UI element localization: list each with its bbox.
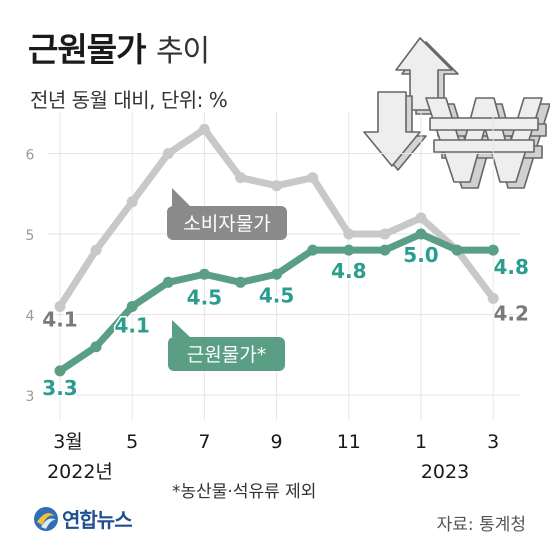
callout-box [167,206,287,240]
legend-callout-cpi: 소비자물가 [167,188,287,240]
data-point [487,292,499,304]
data-label: 4.2 [493,301,528,325]
data-point [343,244,355,256]
yonhap-logo-icon [34,506,58,531]
data-point [487,244,499,256]
y-tick-label: 5 [26,228,35,244]
x-tick-label: 11 [337,431,361,453]
callout-tip [172,320,190,337]
data-point [379,228,391,240]
title-light: 추이 [155,34,210,69]
legend-label: 소비자물가 [183,213,270,235]
data-point [162,148,174,159]
data-label: 5.0 [403,243,438,267]
callout-tip [172,188,190,206]
title-bold: 근원물가 [28,30,146,69]
data-point [54,365,66,377]
data-point [162,276,174,288]
data-point [90,244,102,256]
x-tick-label: 1 [415,431,427,453]
page-title: 근원물가 추이 [28,30,210,72]
legend-callout-core: 근원물가* [168,320,285,371]
data-point [415,228,427,240]
x-tick-label: 7 [198,431,210,453]
data-point [90,341,102,353]
x-tick-label: 9 [271,431,283,453]
x-tick-label: 3월 [53,431,83,453]
data-label: 4.1 [114,313,149,337]
source: 자료: 통계청 [436,515,526,535]
data-point [126,300,138,312]
x-tick-label: 5 [126,431,138,453]
x-tick-label: 3 [487,431,499,453]
legend-label: 근원물가* [187,344,266,366]
data-point [307,244,319,256]
data-point [271,268,283,280]
data-label: 4.5 [187,285,222,309]
data-label: 4.5 [259,283,294,307]
data-point [235,172,246,184]
won-arrows-icon [363,37,550,189]
data-point [198,268,210,280]
data-label: 4.8 [331,259,366,283]
data-point [451,244,463,256]
y-tick-label: 6 [26,148,35,164]
data-point [307,172,319,184]
y-tick-label: 4 [26,309,35,325]
series-layer: 4.1 4.2 3.3 4.1 4.5 4.5 4.8 5.0 4.8 [41,123,530,401]
data-point [379,244,391,256]
logo: 연합뉴스 [32,504,133,533]
x-year-label: 2023 [421,461,469,483]
data-point [271,180,283,192]
subtitle: 전년 동월 대비, 단위: % [30,88,228,112]
data-label: 4.8 [493,255,528,279]
data-point [198,123,210,135]
data-label: 3.3 [42,376,77,400]
series-core: 3.3 4.1 4.5 4.5 4.8 5.0 4.8 [41,228,530,401]
data-point [54,300,66,312]
footnote: *농산물·석유류 제외 [172,482,317,502]
data-point [126,196,138,208]
y-axis: 6 5 4 3 [26,148,35,406]
data-label: 4.1 [42,307,77,331]
data-point [343,228,355,240]
logo-text: 연합뉴스 [62,508,133,532]
y-tick-label: 3 [26,389,35,405]
callout-box [168,337,285,371]
data-point [235,276,246,288]
x-year-label: 2022년 [47,461,113,483]
data-point [415,212,427,224]
